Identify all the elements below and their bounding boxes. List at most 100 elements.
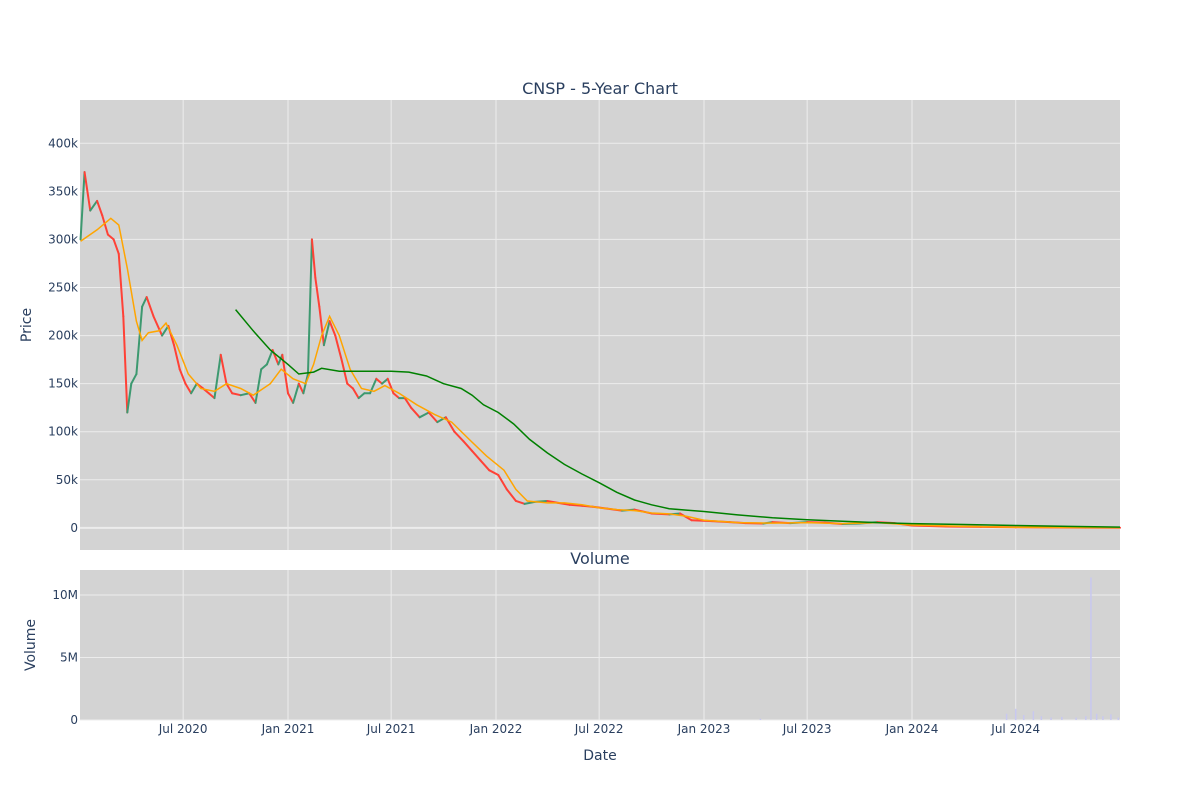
candle-down [122,315,129,414]
candle-up [357,392,366,400]
x-axis-label: Date [583,748,616,764]
volume-bar [759,718,762,720]
x-tick-label: Jan 2021 [261,722,315,736]
candle-down [488,469,500,476]
moving-average-fast-line [80,217,1121,529]
candle-down [568,503,584,507]
candle-down [225,382,234,395]
volume-bars [759,577,1120,720]
candle-up [126,382,133,414]
volume-bar [1110,714,1112,720]
x-tick-label: Jul 2022 [574,722,624,736]
x-axis-ticks: Jul 2020 Jan 2021 Jul 2021 Jan 2022 Jul 2022… [158,722,1040,736]
volume-bar [1040,716,1043,720]
volume-tick-label: 10M [52,588,78,602]
candle-down [184,382,193,395]
price-tick-label: 100k [48,425,78,439]
candle-down [287,392,295,404]
candle-down [101,214,109,236]
candle-down [453,430,465,443]
price-tick-label: 150k [48,377,78,391]
candle-down [297,382,305,395]
candle-down [471,449,482,462]
candle-down [152,315,164,337]
moving-average-lines [80,217,1121,529]
candle-up [130,373,138,385]
volume-panel-title: Volume [570,549,630,568]
volume-bar [1117,717,1120,720]
candle-down [375,377,384,385]
volume-bar [1085,716,1087,720]
volume-bar [1022,715,1025,720]
candle-down [497,474,508,491]
candle-up [381,377,389,385]
candle-down [334,334,343,361]
volume-axis-label: Volume [23,619,39,671]
x-tick-label: Jul 2021 [366,722,416,736]
candle-up [161,324,170,337]
candle-down [514,499,526,505]
x-tick-label: Jul 2020 [158,722,208,736]
candle-down [410,406,421,419]
candle-up [89,199,99,212]
candle-down [96,199,104,217]
price-grid [80,100,1120,550]
candle-down [351,387,360,400]
price-plot-area [80,100,1120,550]
candle-up [141,296,148,308]
chart-title: CNSP - 5-Year Chart [522,79,678,98]
volume-plot-area [80,570,1120,720]
candle-up [292,382,300,404]
candle-up [418,411,430,419]
candle-down [346,382,354,390]
candle-down [173,344,181,371]
candle-up [265,349,274,366]
candle-down [207,392,216,400]
x-tick-label: Jul 2024 [990,722,1040,736]
candle-down [219,353,228,385]
candle-down [145,296,155,318]
x-tick-label: Jan 2023 [677,722,731,736]
candle-down [427,411,439,424]
volume-bar [1090,577,1092,720]
volume-tick-label: 5M [60,651,78,665]
candle-down [462,440,474,452]
candle-up [260,363,268,371]
price-tick-label: 200k [48,329,78,343]
candle-up [79,171,86,241]
candle-down [310,238,317,279]
candle-down [83,171,92,212]
candle-down [231,392,242,397]
volume-bar [1005,713,1008,720]
candle-up [135,305,144,376]
volume-grid [80,570,1120,721]
candle-up [306,238,313,376]
price-tick-label: 350k [48,184,78,198]
volume-bar [1050,717,1052,720]
volume-y-ticks: 0 5M 10M [52,588,78,727]
volume-bar [1061,716,1063,720]
candle-down [117,252,125,318]
price-tick-label: 0 [70,521,78,535]
price-tick-label: 250k [48,281,78,295]
price-tick-label: 50k [56,473,78,487]
candle-down [392,392,401,400]
price-tick-label: 300k [48,232,78,246]
candle-down [328,320,337,337]
candle-down [106,233,115,241]
candle-up [322,320,331,347]
candle-down [112,238,120,255]
volume-tick-label: 0 [70,713,78,727]
candle-up [239,392,251,397]
candle-down [386,377,395,395]
price-axis-label: Price [19,308,35,342]
volume-bar [1095,713,1098,720]
volume-bar [1075,717,1077,720]
volume-bar [1014,708,1017,720]
price-y-ticks: 0 50k 100k 150k 200k 250k 300k 350k 400k [48,136,78,535]
x-tick-label: Jan 2024 [885,722,939,736]
candle-down [314,276,321,308]
candle-down [505,488,517,502]
candle-down [248,392,257,404]
